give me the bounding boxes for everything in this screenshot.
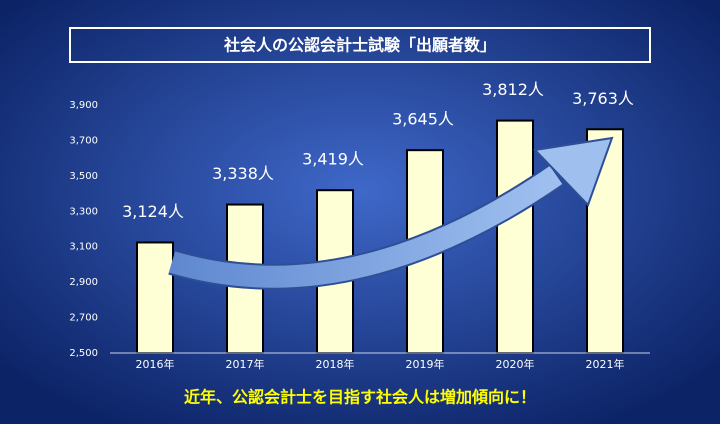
x-tick-label: 2021年 bbox=[586, 357, 625, 371]
value-label: 3,124人 bbox=[122, 202, 184, 221]
x-tick-label: 2018年 bbox=[316, 357, 355, 371]
value-label: 3,419人 bbox=[302, 150, 364, 169]
y-tick-label: 3,700 bbox=[69, 135, 98, 146]
y-tick-label: 3,900 bbox=[69, 100, 98, 111]
title-box bbox=[69, 27, 651, 63]
y-tick-label: 2,700 bbox=[69, 313, 98, 324]
x-tick-label: 2020年 bbox=[496, 357, 535, 371]
trend-arrow bbox=[168, 136, 614, 290]
arrow-body bbox=[168, 165, 563, 288]
bar bbox=[496, 119, 534, 354]
value-label: 3,338人 bbox=[212, 164, 274, 183]
annotation: 近年、公認会計士を目指す社会人は増加傾向に！ bbox=[184, 388, 536, 407]
x-tick-label: 2017年 bbox=[226, 357, 265, 371]
y-tick-label: 3,300 bbox=[69, 206, 98, 217]
bar bbox=[136, 241, 174, 354]
y-tick-label: 2,500 bbox=[69, 348, 98, 359]
value-label: 3,645人 bbox=[392, 110, 454, 129]
x-tick-label: 2016年 bbox=[136, 357, 175, 371]
x-tick-label: 2019年 bbox=[406, 357, 445, 371]
y-tick-label: 3,100 bbox=[69, 242, 98, 253]
y-tick-label: 3,500 bbox=[69, 171, 98, 182]
value-label: 3,763人 bbox=[572, 89, 634, 108]
y-tick-label: 2,900 bbox=[69, 277, 98, 288]
chart-title: 社会人の公認会計士試験「出願者数」 bbox=[223, 36, 496, 55]
value-label: 3,812人 bbox=[482, 80, 544, 99]
arrow-head bbox=[532, 136, 614, 207]
